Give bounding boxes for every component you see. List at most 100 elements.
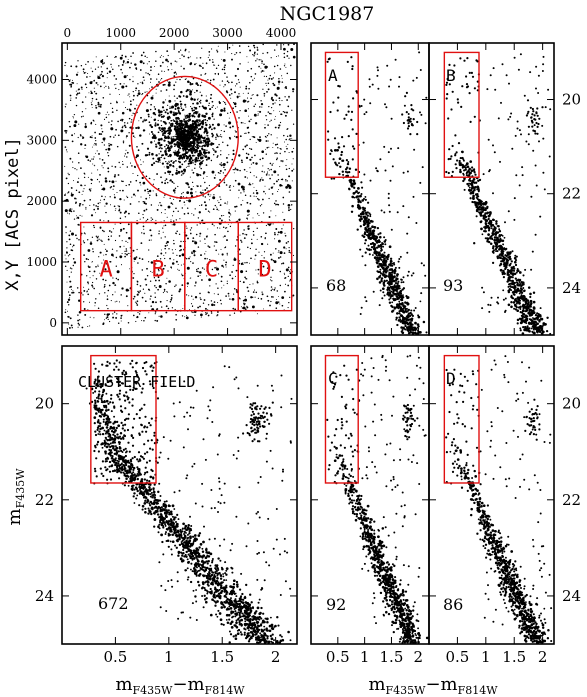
image-star <box>168 95 170 97</box>
image-star <box>89 76 91 78</box>
image-star <box>195 233 198 236</box>
cmd-cluster-star <box>150 417 153 420</box>
image-star <box>217 72 219 74</box>
image-star <box>194 163 196 166</box>
image-star <box>72 290 74 292</box>
image-star <box>234 308 236 310</box>
region-label-B: B <box>152 258 165 283</box>
image-star <box>245 156 249 160</box>
image-star <box>223 166 225 168</box>
image-star <box>255 291 258 294</box>
image-star <box>79 214 81 216</box>
cmd-cluster-star <box>143 452 147 455</box>
cmd-cluster-star <box>225 613 229 617</box>
cmd-cluster-star <box>169 510 173 514</box>
cmd-cluster-star <box>110 449 113 452</box>
image-star <box>90 90 92 92</box>
image-star <box>275 152 277 154</box>
image-star <box>235 52 238 54</box>
image-star <box>144 91 146 93</box>
image-star <box>133 295 136 298</box>
image-star <box>81 101 84 104</box>
image-star <box>170 136 172 138</box>
image-star <box>154 296 157 299</box>
image-star <box>242 101 244 103</box>
image-star <box>162 61 164 64</box>
cmd-cluster-star <box>101 446 104 449</box>
image-star <box>233 185 235 187</box>
image-star <box>113 75 116 77</box>
cmd-cluster-star <box>260 617 263 620</box>
image-star <box>199 222 201 225</box>
cmd-cluster-star <box>260 636 263 638</box>
image-star <box>146 56 148 58</box>
image-star <box>95 152 97 154</box>
image-star <box>148 249 150 251</box>
cmd-cluster-star <box>271 633 274 636</box>
image-star <box>142 51 145 54</box>
image-star <box>78 123 80 125</box>
image-star <box>251 136 253 138</box>
cmd-cluster-star <box>147 439 150 442</box>
image-star <box>199 275 201 276</box>
cmd-cluster-star <box>239 631 242 634</box>
image-star <box>249 171 252 174</box>
image-star <box>266 91 268 93</box>
image-star <box>279 251 283 255</box>
image-star <box>283 272 285 274</box>
image-star <box>213 245 215 247</box>
image-star <box>216 206 218 208</box>
image-star <box>186 282 189 285</box>
image-star <box>173 138 177 142</box>
image-star <box>119 245 122 248</box>
image-star <box>225 295 227 297</box>
cmd-cluster-star <box>124 463 128 467</box>
image-star <box>220 303 222 305</box>
cmd-cluster-star <box>181 554 184 557</box>
cmd-cluster-star <box>234 610 237 613</box>
cmd-cluster-star <box>258 636 261 639</box>
image-star <box>215 67 218 70</box>
image-star <box>167 135 170 138</box>
image-star <box>203 144 207 148</box>
image-star <box>109 261 111 263</box>
image-star <box>156 259 158 261</box>
image-star <box>120 294 122 296</box>
image-star <box>271 269 274 272</box>
image-star <box>107 238 110 241</box>
image-star <box>188 295 190 297</box>
cmd-cluster-star <box>236 629 239 632</box>
image-star <box>257 110 259 112</box>
image-star <box>193 63 196 66</box>
image-star <box>274 233 276 236</box>
image-star <box>125 231 128 234</box>
image-star <box>162 267 165 270</box>
cmd-cluster-star <box>259 632 262 635</box>
image-star <box>256 192 259 195</box>
cmd-cluster-star <box>172 518 176 521</box>
image-star <box>189 229 192 231</box>
image-star <box>249 184 252 186</box>
image-star <box>121 240 123 242</box>
image-star <box>276 203 278 206</box>
image-star <box>105 317 108 319</box>
cmd-cluster-star <box>143 502 147 505</box>
image-star <box>181 193 183 195</box>
cmd-cluster-star <box>192 540 195 543</box>
image-star <box>223 247 225 249</box>
image-star <box>213 301 216 303</box>
image-star <box>275 228 278 230</box>
image-star <box>155 88 157 90</box>
image-star <box>95 98 98 101</box>
cmd-cluster-star <box>104 466 107 469</box>
image-star <box>211 123 214 126</box>
image-star <box>155 145 158 148</box>
image-star <box>196 185 199 188</box>
cmd-cluster-star <box>138 504 141 507</box>
image-star <box>244 145 247 148</box>
image-star <box>285 179 287 181</box>
image-star <box>183 67 185 70</box>
cmd-cluster-star <box>235 580 239 584</box>
cmd-cluster-star <box>175 539 179 542</box>
image-star <box>195 82 198 85</box>
